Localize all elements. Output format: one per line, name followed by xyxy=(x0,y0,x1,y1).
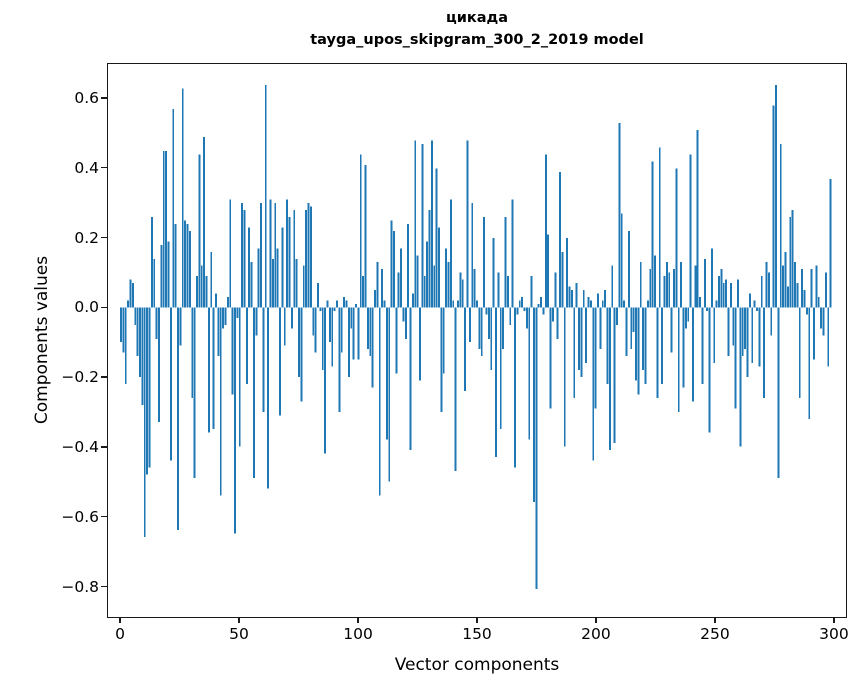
x-tick-mark xyxy=(833,617,835,623)
y-tick-mark xyxy=(101,97,107,99)
y-tick-mark xyxy=(101,585,107,588)
x-tick-label: 250 xyxy=(700,625,730,643)
y-tick-label: −0.2 xyxy=(61,368,99,387)
x-tick-mark xyxy=(119,617,121,623)
y-tick-label: 0.4 xyxy=(74,158,99,177)
y-tick-mark xyxy=(101,236,107,239)
y-tick-label: 0.2 xyxy=(74,228,99,247)
chart-title-line1: цикада xyxy=(445,10,509,26)
y-tick-label: 0.6 xyxy=(74,88,99,107)
x-tick-mark xyxy=(714,617,716,623)
y-tick-mark xyxy=(101,376,107,378)
y-tick-mark xyxy=(101,516,107,518)
y-tick-label: −0.4 xyxy=(61,437,99,456)
y-tick-mark xyxy=(101,446,107,448)
y-tick-mark xyxy=(101,306,107,309)
x-tick-label: 0 xyxy=(115,625,126,643)
chart-title-line2: tayga_upos_skipgram_300_2_2019 model xyxy=(310,31,644,48)
x-tick-mark xyxy=(595,617,597,623)
y-tick-label: 0.0 xyxy=(74,298,99,317)
x-tick-mark xyxy=(357,617,359,623)
x-tick-label: 150 xyxy=(462,625,492,643)
y-tick-label: −0.8 xyxy=(61,577,99,596)
x-tick-label: 50 xyxy=(229,625,249,643)
chart-title: цикада tayga_upos_skipgram_300_2_2019 mo… xyxy=(107,8,847,52)
bar-series xyxy=(120,84,832,590)
x-tick-mark xyxy=(238,617,240,623)
y-tick-label: −0.6 xyxy=(61,507,99,526)
y-tick-mark xyxy=(101,167,107,169)
x-tick-mark xyxy=(476,617,478,623)
plot-area xyxy=(107,63,847,618)
x-tick-label: 100 xyxy=(343,625,373,643)
x-tick-label: 200 xyxy=(581,625,611,643)
x-axis-label: Vector components xyxy=(394,655,560,675)
x-tick-label: 300 xyxy=(819,625,849,643)
